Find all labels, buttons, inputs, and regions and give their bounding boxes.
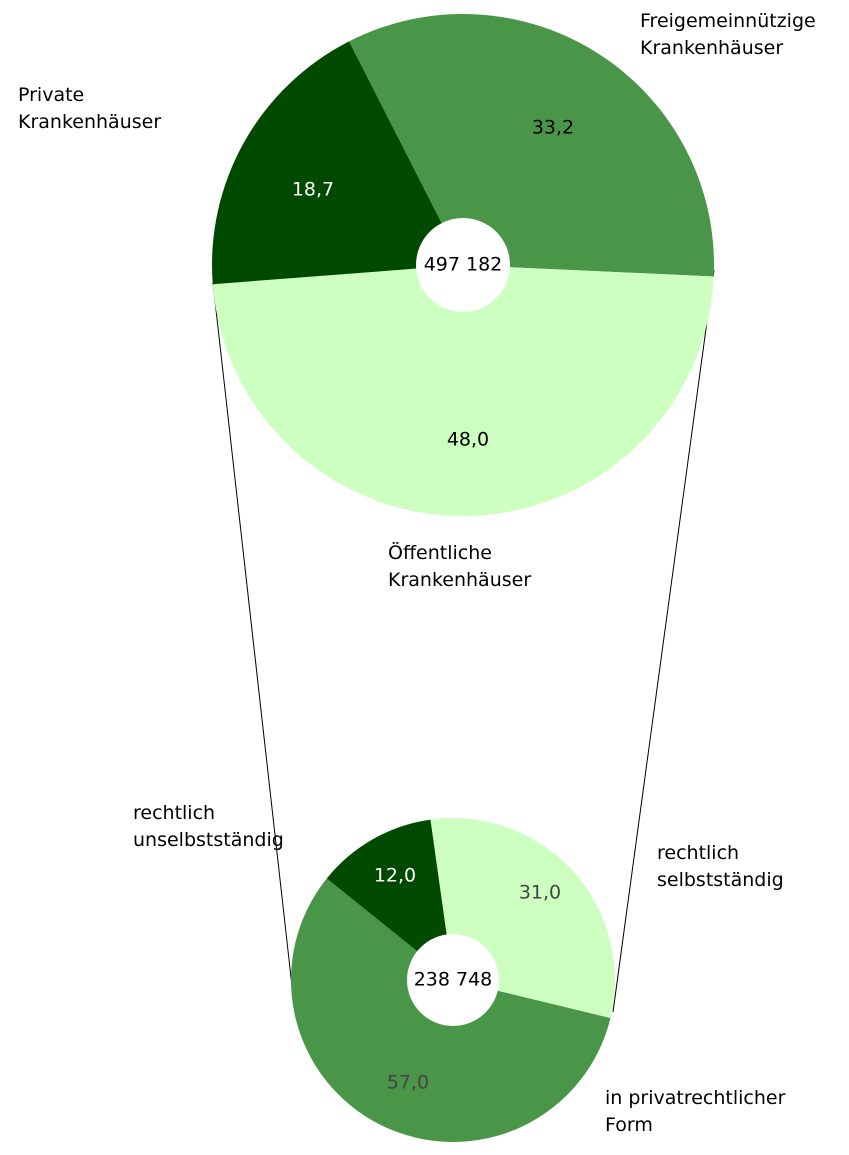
center-label: 238 748 xyxy=(414,969,493,991)
donut-slice xyxy=(349,13,714,277)
category-label: in privatrechtlicher Form xyxy=(605,1087,786,1136)
category-label: rechtlich unselbstständig xyxy=(133,802,284,851)
donut-slice xyxy=(212,265,714,517)
donut-hole xyxy=(407,934,499,1026)
connector-line xyxy=(212,282,294,996)
value-label: 12,0 xyxy=(374,865,416,887)
value-label: 48,0 xyxy=(447,429,489,451)
category-label: Freigemeinnützige Krankenhäuser xyxy=(640,10,816,59)
center-label: 497 182 xyxy=(424,254,503,276)
value-label: 57,0 xyxy=(387,1072,429,1094)
category-label: rechtlich selbstständig xyxy=(657,842,784,891)
category-label: Öffentliche Krankenhäuser xyxy=(388,542,532,591)
value-label: 18,7 xyxy=(292,179,334,201)
connector-line xyxy=(612,269,715,1013)
value-label: 33,2 xyxy=(532,117,574,139)
donut-slice xyxy=(212,41,463,285)
category-label: Private Krankenhäuser xyxy=(18,84,162,133)
donut-slice xyxy=(326,819,453,980)
value-label: 31,0 xyxy=(519,882,561,904)
donut-hole xyxy=(416,218,510,312)
